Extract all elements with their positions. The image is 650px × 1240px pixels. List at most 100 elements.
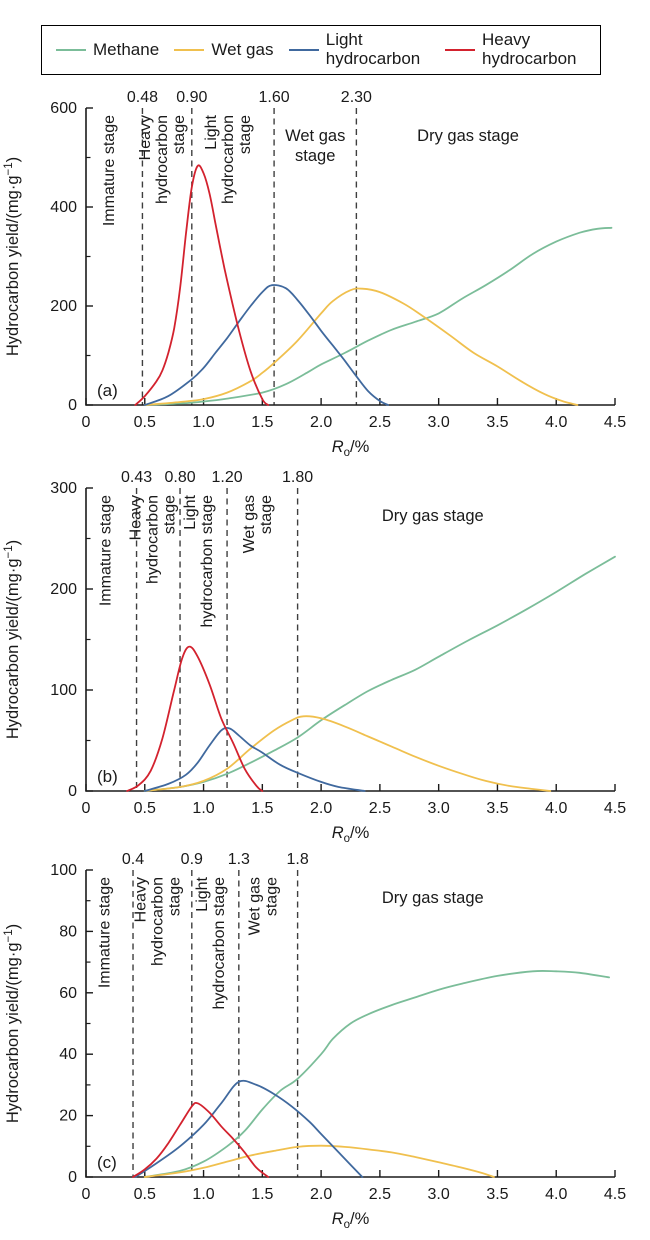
x-tick-label: 0 [82,1186,91,1203]
boundary-value-label-0.43: 0.43 [121,469,152,486]
y-tick-label: 40 [59,1046,77,1063]
stage-label-immature-stage: Immature stage [101,115,118,226]
x-tick-label: 0 [82,800,91,817]
y-tick-label: 0 [68,397,77,414]
x-tick-label: 1.5 [251,414,273,431]
x-axis-title: Ro/% [332,438,370,459]
x-tick-label: 0.5 [134,414,156,431]
svg-text:Immature stage: Immature stage [97,877,114,988]
svg-text:Wet gasstage: Wet gasstage [247,877,281,936]
methane-line-swatch [56,48,86,52]
stage-label-dry-gas-stage: Dry gas stage [382,507,484,525]
stage-label-heavy-hydrocarbon-stage: Heavyhydrocarbonstage [137,115,188,204]
panel-letter: (b) [97,767,118,786]
curve-methane [143,969,610,1178]
x-tick-label: 1.5 [251,800,273,817]
x-tick-label: 2.5 [369,800,391,817]
svg-text:Lighthydrocarbon stage: Lighthydrocarbon stage [194,876,228,1009]
x-tick-label: 1.0 [192,1186,214,1203]
curve-wet_gas [143,287,579,406]
x-tick-label: 2.5 [369,414,391,431]
legend-label-heavy-hydrocarbon: Heavy hydrocarbon [481,30,577,68]
y-tick-label: 300 [50,480,77,497]
x-tick-label: 0.5 [134,800,156,817]
y-tick-label: 20 [59,1108,77,1125]
legend-item-heavy-hydrocarbon: Heavy hydrocarbon [444,30,586,68]
boundary-value-label-1.80: 1.80 [282,469,313,486]
svg-text:Hydrocarbon yield/(mg·g−1): Hydrocarbon yield/(mg·g−1) [3,924,22,1123]
svg-text:Heavyhydrocarbonstage: Heavyhydrocarbonstage [137,115,188,204]
legend-item-light-hydrocarbon: Light hydrocarbon [288,30,430,68]
x-tick-label: 3.5 [486,414,508,431]
boundary-value-label-1.3: 1.3 [228,851,250,868]
svg-text:Heavyhydrocarbonstage: Heavyhydrocarbonstage [132,877,183,966]
curve-heavy_hc [134,164,270,406]
boundary-value-label-0.9: 0.9 [181,851,203,868]
x-tick-label: 1.0 [192,800,214,817]
stage-label-light-hydrocarbon-stage: Lighthydrocarbon stage [182,494,216,627]
curve-light_hc [134,1079,364,1178]
stage-label-dry-gas-stage: Dry gas stage [382,889,484,907]
x-tick-label: 0.5 [134,1186,156,1203]
boundary-value-label-0.80: 0.80 [164,469,195,486]
wet-gas-line-swatch [174,48,205,52]
boundary-value-label-0.48: 0.48 [127,89,158,106]
x-tick-label: 4.0 [545,414,567,431]
chart-panels: 0.48 0.90 1.60 2.30 0 0.5 1.0 1.5 2.0 2.5 3.0 3.5 4.… [0,83,650,1238]
boundary-value-label-2.30: 2.30 [341,89,372,106]
x-tick-label: 3.0 [428,800,450,817]
curve-heavy_hc [126,645,264,792]
legend-label-methane: Methane [93,39,160,59]
svg-text:Hydrocarbon yield/(mg·g−1): Hydrocarbon yield/(mg·g−1) [3,157,22,356]
svg-text:Lighthydrocarbon stage: Lighthydrocarbon stage [182,494,216,627]
legend-label-wet-gas: Wet gas [211,39,274,59]
chart-panel-b: 0.43 0.80 1.20 1.80 0 0.5 1.0 1.5 2.0 2.5 3.0 3.5 4.… [3,469,626,845]
svg-text:Lighthydrocarbonstage: Lighthydrocarbonstage [203,114,254,204]
x-tick-label: 4.5 [604,414,626,431]
stage-label-heavy-hydrocarbon-stage: Heavyhydrocarbonstage [132,877,183,966]
x-tick-label: 1.0 [192,414,214,431]
chart-panel-c: 0.4 0.9 1.3 1.8 0 0.5 1.0 1.5 2.0 2.5 3.0 3.5 4.0 4.5… [3,851,626,1231]
curve-light_hc [143,726,366,792]
y-tick-label: 0 [68,783,77,800]
panel-letter: (c) [97,1153,117,1172]
y-tick-label: 60 [59,985,77,1002]
y-axis-title: Hydrocarbon yield/(mg·g−1) [3,540,22,739]
y-tick-label: 400 [50,199,77,216]
boundary-value-label-1.8: 1.8 [286,851,308,868]
chart-panel-a: 0.48 0.90 1.60 2.30 0 0.5 1.0 1.5 2.0 2.5 3.0 3.5 4.… [3,89,626,459]
x-tick-label: 4.5 [604,800,626,817]
chart-legend: Methane Wet gas Light hydrocarbon Heavy … [41,25,601,75]
x-tick-label: 4.5 [604,1186,626,1203]
x-tick-label: 2.0 [310,1186,332,1203]
stage-label-light-hydrocarbon-stage: Lighthydrocarbonstage [203,114,254,204]
x-tick-label: 3.5 [486,800,508,817]
panel-letter: (a) [97,381,118,400]
y-tick-label: 80 [59,923,77,940]
y-axis-title: Hydrocarbon yield/(mg·g−1) [3,157,22,356]
stage-label-dry-gas-stage: Dry gas stage [417,127,519,145]
heavy-hydrocarbon-line-swatch [444,48,475,52]
y-tick-label: 100 [50,862,77,879]
boundary-value-label-1.60: 1.60 [259,89,290,106]
y-tick-label: 200 [50,298,77,315]
curve-methane [143,555,616,792]
svg-text:Wet gasstage: Wet gasstage [241,495,275,554]
legend-item-wet-gas: Wet gas [174,39,274,60]
y-tick-label: 200 [50,581,77,598]
curve-wet_gas [143,715,552,792]
x-axis-title: Ro/% [332,1210,370,1231]
x-tick-label: 3.5 [486,1186,508,1203]
x-tick-label: 2.0 [310,800,332,817]
svg-text:Heavyhydrocarbonstage: Heavyhydrocarbonstage [128,495,179,584]
curve-methane [143,226,613,406]
x-tick-label: 3.0 [428,1186,450,1203]
x-tick-label: 1.5 [251,1186,273,1203]
legend-label-light-hydrocarbon: Light hydrocarbon [325,30,421,68]
x-tick-label: 4.0 [545,1186,567,1203]
boundary-value-label-0.90: 0.90 [176,89,207,106]
stage-label-wet-gas-stage: Wet gasstage [241,495,275,554]
svg-text:Immature stage: Immature stage [101,115,118,226]
x-axis-title: Ro/% [332,824,370,845]
